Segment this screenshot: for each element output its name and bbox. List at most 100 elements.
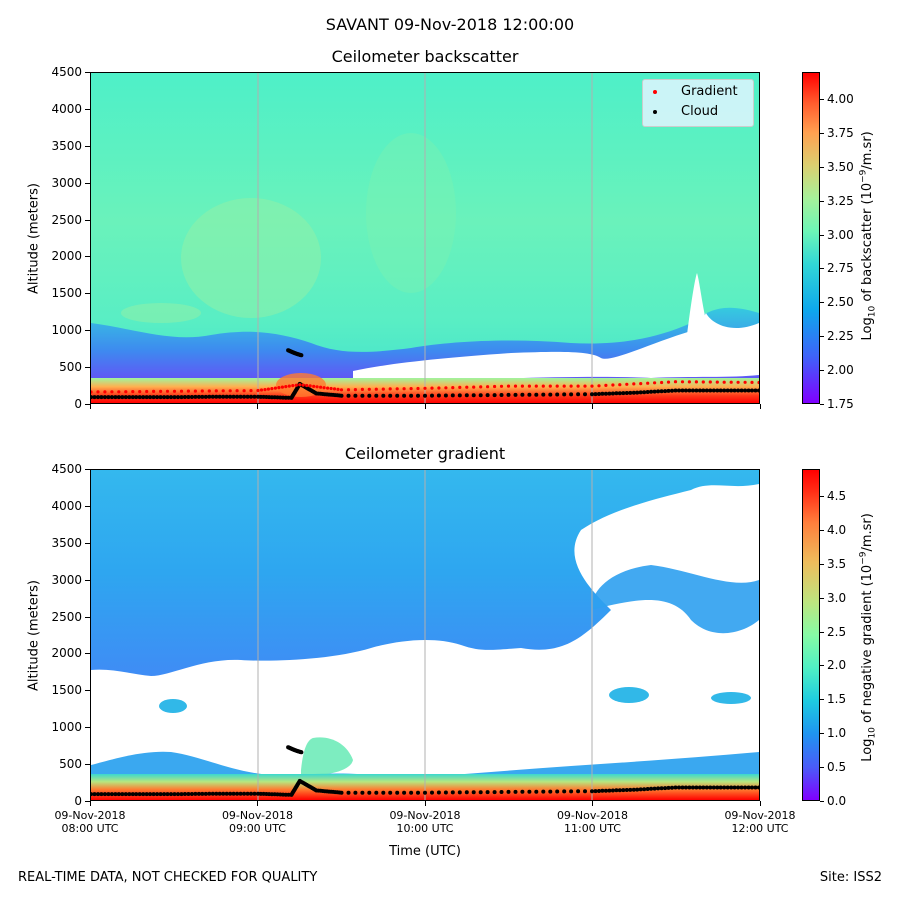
legend-label-gradient: Gradient (681, 84, 738, 99)
gradient-y-tick-label: 1500 (51, 683, 82, 698)
cloud-point (283, 395, 288, 400)
gradient-point (423, 386, 427, 390)
cloud-point (193, 791, 198, 796)
gradient-point (326, 386, 330, 390)
cloud-point (683, 388, 688, 393)
gradient-point (298, 383, 302, 387)
gradient-y-tick (85, 727, 90, 729)
backscatter-y-tick-label: 2500 (51, 212, 82, 227)
gradient-point (694, 380, 699, 384)
gradient-series-marks (91, 745, 759, 797)
cloud-point (673, 388, 678, 393)
cloud-point (711, 785, 716, 790)
cloud-point (113, 395, 118, 400)
gradient-point (583, 384, 587, 388)
cloud-point (652, 786, 657, 791)
cloud-point (172, 395, 177, 400)
cloud-point (134, 395, 139, 400)
gradient-point (395, 387, 399, 391)
cloud-point (590, 789, 594, 794)
gradient-point (346, 388, 351, 392)
cloud-point (704, 388, 709, 393)
cloud-point (548, 789, 553, 794)
cloud-point (169, 792, 173, 797)
cloud-point (186, 792, 191, 796)
x-tick-time-label: 10:00 UTC (396, 822, 454, 835)
backscatter-y-tick (85, 219, 90, 221)
cloud-point (492, 790, 497, 795)
gradient-low-layer (301, 737, 353, 776)
cloud-point (527, 392, 532, 397)
cloud-point (165, 395, 170, 400)
cloud-point (663, 786, 668, 791)
gradient-point (388, 387, 392, 391)
cloud-point (725, 388, 730, 393)
gradient-y-tick-label: 4000 (51, 498, 82, 513)
cloud-point (231, 791, 236, 796)
cloud-point (269, 395, 274, 400)
cloud-point (249, 394, 253, 399)
gradient-point (165, 389, 170, 393)
cloud-point (576, 789, 581, 794)
cloud-point (687, 785, 692, 790)
cloud-point (614, 391, 619, 396)
cloud-point (155, 792, 160, 797)
cloud-point (739, 388, 744, 393)
cloud-point (245, 791, 250, 796)
cloud-point (499, 790, 504, 794)
cloud-point (638, 787, 643, 792)
backscatter-colorbar-tick (820, 132, 824, 134)
cloud-point (416, 393, 420, 398)
gradient-point (743, 380, 747, 384)
gradient-colorbar-tick (820, 597, 824, 599)
cloud-point (450, 393, 455, 398)
backscatter-y-tick (85, 293, 90, 295)
cloud-point (127, 792, 132, 797)
cloud-point (102, 792, 107, 797)
backscatter-panel-title: Ceilometer backscatter (331, 47, 519, 66)
cloud-point (722, 388, 727, 393)
gradient-y-tick (85, 579, 90, 581)
cloud-point (92, 395, 97, 400)
gradient-point (618, 383, 622, 387)
cloud-point (245, 394, 250, 399)
cloud-point (256, 791, 260, 796)
gradient-colorbar-tick (820, 699, 824, 701)
gradient-y-tick-label: 2000 (51, 646, 82, 661)
cloud-point (583, 392, 587, 397)
gradient-point (336, 387, 340, 391)
x-tick-date-label: 09-Nov-2018 (389, 809, 461, 822)
gradient-point (437, 386, 441, 390)
backscatter-y-tick (85, 72, 90, 73)
cloud-point (569, 789, 574, 794)
cloud-point (534, 392, 539, 397)
gradient-y-tick-label: 3000 (51, 572, 82, 587)
cloud-point (127, 395, 132, 400)
gradient-x-tick (89, 801, 91, 806)
cloud-point (267, 792, 272, 797)
gradient-point (91, 390, 93, 394)
cloud-point (593, 392, 598, 397)
gradient-colorbar-tick (820, 563, 824, 565)
cloud-point (746, 388, 751, 393)
gradient-point (687, 380, 692, 384)
gradient-upper-layer (591, 565, 759, 634)
cloud-point (520, 789, 525, 794)
backscatter-missing-spike (687, 273, 709, 335)
backscatter-colorbar-tick (820, 404, 824, 405)
cloud-point (450, 790, 455, 795)
cloud-point (621, 391, 626, 396)
cloud-point (395, 790, 400, 795)
cloud-point (614, 788, 619, 793)
cloud-point (123, 395, 128, 400)
gradient-point (715, 380, 719, 384)
backscatter-x-tick (759, 404, 761, 409)
cloud-point (120, 792, 125, 797)
cloud-point (214, 791, 219, 796)
gradient-point (228, 389, 232, 393)
x-tick-time-label: 09:00 UTC (228, 822, 286, 835)
gradient-plot-area (90, 469, 760, 801)
cloud-point (430, 393, 434, 398)
cloud-point (576, 392, 581, 397)
gradient-point (569, 384, 573, 388)
